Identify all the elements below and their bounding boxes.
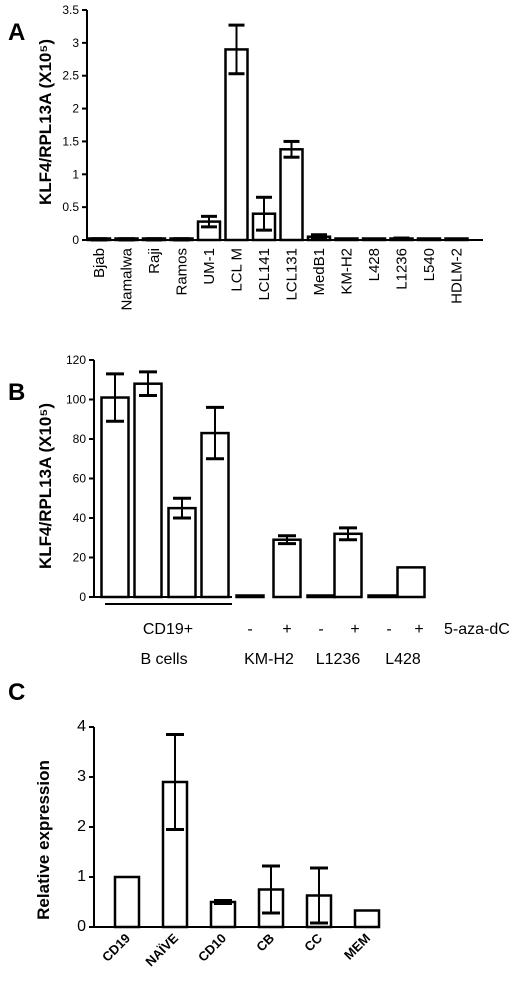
treatment-mark: - xyxy=(318,621,323,638)
panel-a-category-label: Bjab xyxy=(91,248,108,278)
panel-c-y-tick-label: 1 xyxy=(77,868,86,885)
panel-a-y-tick-label: 1.5 xyxy=(62,134,79,148)
panel-a-category-label: L1236 xyxy=(394,248,411,290)
panel-c-y-tick-label: 3 xyxy=(77,768,86,785)
panel-c-category-label: CC xyxy=(301,930,325,954)
panel-b-y-tick-label: 120 xyxy=(66,353,86,367)
treatment-mark: - xyxy=(247,621,252,638)
panel-a-category-label: LCL131 xyxy=(284,248,301,301)
panel-a-category-label: UM-1 xyxy=(201,248,218,285)
panel-a-y-tick-label: 2 xyxy=(72,102,79,116)
panel-c-category-label: CB xyxy=(253,931,277,955)
group-label-kmh2: KM-H2 xyxy=(244,651,294,668)
panel-b-bar xyxy=(367,594,397,599)
panel-a-bar xyxy=(224,48,249,242)
panel-c-y-axis-label: Relative expression xyxy=(34,760,53,920)
panel-a-category-label: HDLM-2 xyxy=(449,248,466,304)
panel-c-category-label: CD10 xyxy=(195,931,229,965)
panel-letter-a: A xyxy=(8,19,25,46)
panel-a-y-tick-label: 1 xyxy=(72,167,79,181)
panel-b-bar xyxy=(100,396,130,599)
panel-a-category-label: Raji xyxy=(146,248,163,274)
treatment-mark: - xyxy=(386,621,391,638)
panel-b-bar xyxy=(306,594,336,599)
panel-a-category-label: LCL M xyxy=(229,248,246,292)
panel-a-bar xyxy=(361,237,387,242)
panel-c-category-label: MEM xyxy=(341,931,373,963)
group-label-l428: L428 xyxy=(385,651,421,668)
panel-a-category-label: MedB1 xyxy=(311,248,328,296)
panel-b-y-tick-label: 100 xyxy=(66,393,86,407)
panel-letter-b: B xyxy=(8,379,25,406)
panel-a-y-tick-label: 0 xyxy=(72,233,79,247)
treatment-label: 5-aza-dC xyxy=(444,621,510,638)
panel-b-bar xyxy=(167,506,197,599)
panel-a-y-axis-label: KLF4/RPL13A (X10⁵) xyxy=(36,39,55,205)
panel-a-bar xyxy=(444,237,469,242)
panel-c-category-label: CD19 xyxy=(99,931,133,965)
panel-a-category-label: L428 xyxy=(366,248,383,281)
panel-b-y-axis-label: KLF4/RPL13A (X10⁵) xyxy=(36,403,55,569)
panel-a-y-tick-label: 2.5 xyxy=(62,69,79,83)
panel-b-bar xyxy=(133,382,163,599)
panel-c-category-label: NAÏVE xyxy=(142,930,181,969)
panel-a-category-label: Namalwa xyxy=(119,247,136,310)
panel-b-y-tick-label: 60 xyxy=(73,472,87,486)
panel-b-bar xyxy=(272,538,302,599)
panel-a-bar xyxy=(334,237,359,242)
panel-b-y-tick-label: 20 xyxy=(73,551,87,565)
panel-b-bar xyxy=(396,566,426,599)
panel-a-category-label: Ramos xyxy=(174,248,191,296)
panel-c-bar xyxy=(113,875,141,929)
panel-b-y-tick-label: 40 xyxy=(73,511,87,525)
panel-c-y-tick-label: 2 xyxy=(77,818,86,835)
treatment-mark: + xyxy=(350,621,359,638)
panel-a-bar xyxy=(416,237,442,242)
panel-a-bar xyxy=(279,148,304,242)
panel-letter-c: C xyxy=(8,679,25,706)
panel-a-category-label: KM-H2 xyxy=(339,248,356,295)
panel-b-bar xyxy=(235,594,265,599)
panel-a-y-tick-label: 3.5 xyxy=(62,3,79,17)
treatment-mark: + xyxy=(282,621,291,638)
panel-a-category-label: L540 xyxy=(421,248,438,281)
panel-c-chart: 0 1 2 3 4 CD19 NAÏVE CD10 CB CC MEM xyxy=(77,718,381,969)
panel-c-y-tick-label: 0 xyxy=(77,918,86,935)
panel-c-bar xyxy=(353,909,381,929)
panel-a-y-tick-label: 3 xyxy=(72,36,79,50)
panel-c-bar xyxy=(209,900,237,929)
panel-b-chart: 0 20 40 60 80 100 120 - + - + - + CD19+ B cells KM-H2 L1… xyxy=(66,353,426,668)
panel-a-chart: 0 0.5 1 1.5 2 2.5 3 3.5 Bjab Namalwa Raji Ramos UM-1… xyxy=(62,3,483,311)
group-label-cd19-line1: CD19+ xyxy=(143,621,193,638)
panel-c-y-tick-label: 4 xyxy=(77,718,86,735)
group-label-l1236: L1236 xyxy=(316,651,361,668)
group-label-cd19-line2: B cells xyxy=(140,651,187,668)
panel-b-y-tick-label: 80 xyxy=(73,432,87,446)
panel-b-bar xyxy=(333,532,363,599)
panel-a-category-label: LCL141 xyxy=(256,248,273,301)
treatment-mark: + xyxy=(414,621,423,638)
panel-a-y-tick-label: 0.5 xyxy=(62,200,79,214)
panel-b-y-tick-label: 0 xyxy=(79,590,86,604)
